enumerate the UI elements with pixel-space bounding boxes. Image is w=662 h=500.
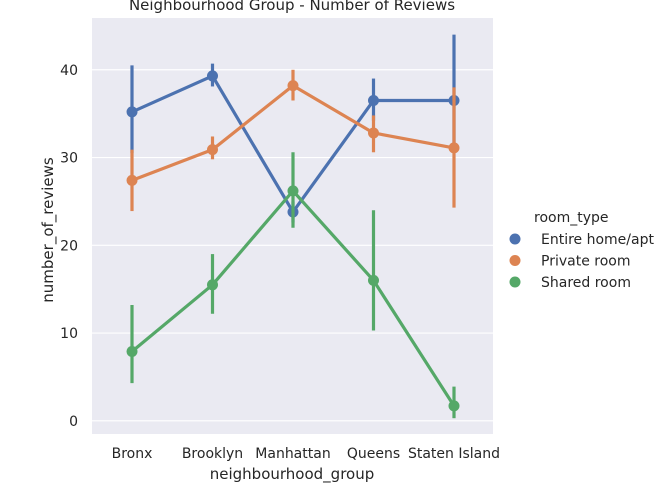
- data-point-0-1: [207, 70, 218, 82]
- legend-label-0: Entire home/apt: [541, 232, 654, 248]
- data-point-1-0: [126, 174, 138, 186]
- legend: room_type Entire home/apt Private room Sha…: [509, 210, 654, 291]
- legend-label-2: Shared room: [541, 275, 631, 291]
- data-point-1-2: [287, 80, 299, 92]
- y-tick-label-0: 0: [69, 414, 78, 430]
- data-point-1-3: [368, 127, 379, 139]
- legend-marker-0: [509, 233, 521, 245]
- x-tick-label-2: Manhattan: [255, 446, 330, 462]
- series-2: [126, 152, 460, 419]
- data-point-2-1: [207, 279, 218, 291]
- data-point-2-4: [448, 400, 460, 412]
- y-axis-label: number_of_reviews: [39, 157, 58, 303]
- legend-label-1: Private room: [541, 254, 630, 270]
- data-point-2-3: [368, 274, 379, 286]
- x-axis-label: neighbourhood_group: [210, 465, 375, 484]
- data-point-2-2: [287, 185, 299, 197]
- data-point-2-0: [126, 346, 138, 358]
- legend-title: room_type: [534, 210, 609, 226]
- data-point-1-1: [207, 144, 218, 156]
- y-tick-label-2: 20: [60, 238, 78, 254]
- x-tick-labels: Bronx Brooklyn Manhattan Queens Staten Islan…: [112, 446, 500, 462]
- legend-marker-2: [509, 276, 521, 288]
- x-tick-label-0: Bronx: [112, 446, 153, 462]
- x-tick-label-4: Staten Island: [408, 446, 500, 462]
- legend-marker-1: [509, 255, 521, 266]
- y-tick-label-1: 10: [60, 326, 78, 342]
- data-point-0-3: [368, 94, 379, 106]
- data-point-1-4: [448, 142, 460, 154]
- x-tick-label-1: Brooklyn: [182, 446, 243, 462]
- chart-title: Neighbourhood Group - Number of Reviews: [129, 0, 455, 14]
- y-tick-label-3: 30: [60, 151, 78, 167]
- y-tick-labels: 0 10 20 30 40: [60, 63, 78, 430]
- y-tick-label-4: 40: [60, 63, 78, 79]
- data-series: [126, 34, 460, 419]
- series-1: [126, 69, 460, 212]
- data-point-0-0: [126, 106, 138, 118]
- x-tick-label-3: Queens: [347, 446, 400, 462]
